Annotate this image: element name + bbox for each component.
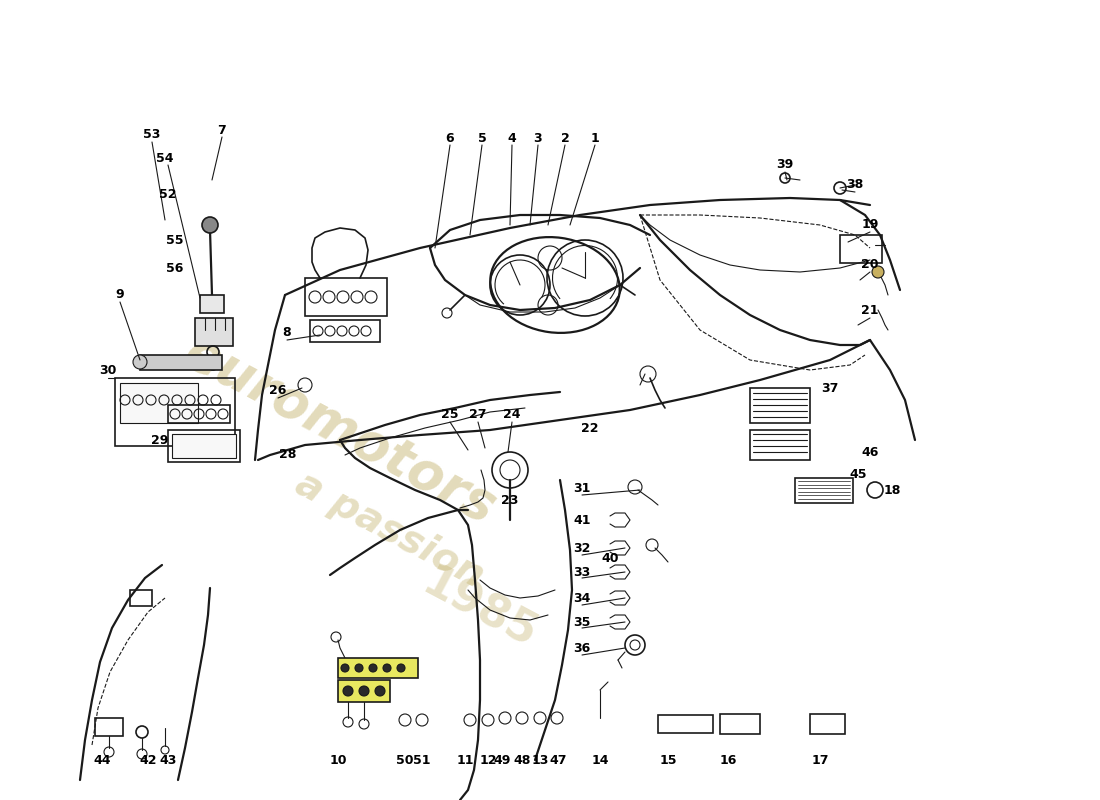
Text: 24: 24 xyxy=(504,409,520,422)
Text: 36: 36 xyxy=(573,642,591,654)
Text: 52: 52 xyxy=(160,189,177,202)
Bar xyxy=(195,318,233,346)
Bar xyxy=(840,235,882,263)
Text: 54: 54 xyxy=(156,151,174,165)
Text: 40: 40 xyxy=(602,551,618,565)
Bar xyxy=(305,278,387,316)
Text: 25: 25 xyxy=(441,409,459,422)
Text: 27: 27 xyxy=(470,409,486,422)
Text: 1985: 1985 xyxy=(416,562,544,658)
Text: 45: 45 xyxy=(849,469,867,482)
Text: 23: 23 xyxy=(502,494,519,506)
Circle shape xyxy=(397,664,405,672)
Text: 53: 53 xyxy=(143,129,161,142)
Circle shape xyxy=(383,664,390,672)
Text: 33: 33 xyxy=(573,566,591,578)
Text: 10: 10 xyxy=(329,754,346,766)
Text: 50: 50 xyxy=(396,754,414,766)
Text: euromotors: euromotors xyxy=(175,326,505,534)
Bar xyxy=(120,383,198,423)
Text: 34: 34 xyxy=(573,591,591,605)
Text: 2: 2 xyxy=(561,131,570,145)
Circle shape xyxy=(355,664,363,672)
Text: 38: 38 xyxy=(846,178,864,191)
Bar xyxy=(720,714,760,734)
Text: 3: 3 xyxy=(534,131,542,145)
Circle shape xyxy=(202,217,218,233)
Bar xyxy=(310,320,380,342)
Text: 18: 18 xyxy=(883,483,901,497)
Text: 32: 32 xyxy=(573,542,591,554)
Text: 43: 43 xyxy=(160,754,177,766)
Text: 17: 17 xyxy=(812,754,828,766)
Text: 4: 4 xyxy=(507,131,516,145)
Text: 21: 21 xyxy=(861,303,879,317)
Text: 9: 9 xyxy=(116,289,124,302)
Text: 49: 49 xyxy=(493,754,510,766)
Bar xyxy=(750,430,810,460)
Text: 30: 30 xyxy=(99,363,117,377)
Bar xyxy=(200,295,224,313)
Text: 7: 7 xyxy=(218,123,227,137)
Text: 42: 42 xyxy=(140,754,156,766)
Text: 51: 51 xyxy=(414,754,431,766)
Text: 11: 11 xyxy=(456,754,474,766)
Text: 6: 6 xyxy=(446,131,454,145)
Bar xyxy=(810,714,845,734)
Bar xyxy=(168,430,240,462)
Text: 5: 5 xyxy=(477,131,486,145)
Bar xyxy=(116,378,235,446)
Text: 15: 15 xyxy=(659,754,676,766)
Text: 44: 44 xyxy=(94,754,111,766)
Text: 46: 46 xyxy=(861,446,879,458)
Text: 29: 29 xyxy=(152,434,168,446)
Bar xyxy=(338,658,418,678)
Text: 31: 31 xyxy=(573,482,591,494)
Text: 55: 55 xyxy=(166,234,184,246)
Text: 13: 13 xyxy=(531,754,549,766)
Bar xyxy=(168,405,230,423)
Text: 39: 39 xyxy=(777,158,793,171)
Text: 16: 16 xyxy=(719,754,737,766)
Text: 48: 48 xyxy=(514,754,530,766)
Bar xyxy=(140,355,222,370)
Bar xyxy=(658,715,713,733)
Text: 35: 35 xyxy=(573,615,591,629)
Bar xyxy=(338,680,390,702)
Circle shape xyxy=(368,664,377,672)
Text: a passion: a passion xyxy=(289,465,491,595)
Bar xyxy=(172,434,236,458)
Text: 12: 12 xyxy=(480,754,497,766)
Circle shape xyxy=(872,266,884,278)
Text: 14: 14 xyxy=(592,754,608,766)
Text: 1: 1 xyxy=(591,131,600,145)
Text: 41: 41 xyxy=(573,514,591,526)
Circle shape xyxy=(343,686,353,696)
Circle shape xyxy=(359,686,369,696)
Bar xyxy=(95,718,123,736)
Circle shape xyxy=(375,686,385,696)
Text: 22: 22 xyxy=(581,422,598,434)
Text: 47: 47 xyxy=(549,754,566,766)
Text: 56: 56 xyxy=(166,262,184,274)
Bar xyxy=(750,388,810,423)
Text: 28: 28 xyxy=(279,449,297,462)
Text: 19: 19 xyxy=(861,218,879,231)
Text: 8: 8 xyxy=(283,326,292,338)
Text: 26: 26 xyxy=(270,383,287,397)
Circle shape xyxy=(341,664,349,672)
Circle shape xyxy=(133,355,147,369)
Bar xyxy=(795,478,852,503)
Text: 37: 37 xyxy=(822,382,838,394)
Bar xyxy=(130,590,152,606)
Text: 20: 20 xyxy=(861,258,879,271)
